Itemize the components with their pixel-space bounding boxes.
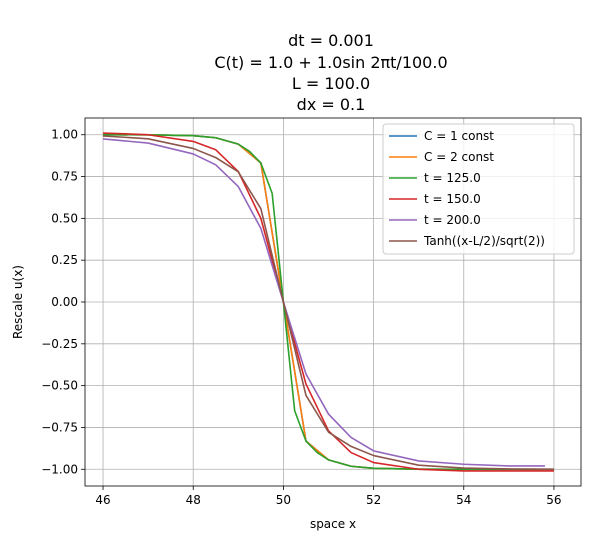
legend-entry-5: Tanh((x-L/2)/sqrt(2)) [423, 234, 545, 248]
x-axis-ticks: 46 48 50 52 54 56 [95, 486, 561, 507]
y-tick-label: −0.25 [41, 337, 78, 351]
legend-entry-2: t = 125.0 [424, 171, 481, 185]
chart-title: dt = 0.001 C(t) = 1.0 + 1.0sin 2πt/100.0… [214, 31, 447, 114]
x-tick-label: 50 [276, 493, 291, 507]
x-axis-label: space x [310, 517, 356, 531]
legend-entry-1: C = 2 const [424, 150, 494, 164]
title-line-c: C(t) = 1.0 + 1.0sin 2πt/100.0 [214, 53, 447, 72]
legend-entry-0: C = 1 const [424, 129, 494, 143]
y-tick-label: −0.75 [41, 420, 78, 434]
title-line-dt: dt = 0.001 [288, 31, 374, 50]
y-axis-label: Rescale u(x) [11, 265, 25, 339]
x-tick-label: 52 [366, 493, 381, 507]
title-line-l: L = 100.0 [292, 74, 370, 93]
y-tick-label: −0.50 [41, 379, 78, 393]
x-tick-label: 48 [186, 493, 201, 507]
y-tick-label: 1.00 [51, 128, 78, 142]
legend: C = 1 const C = 2 const t = 125.0 t = 150.0… [383, 124, 574, 254]
y-tick-label: 0.75 [51, 170, 78, 184]
legend-entry-4: t = 200.0 [424, 213, 481, 227]
x-tick-label: 56 [546, 493, 561, 507]
y-tick-label: 0.50 [51, 211, 78, 225]
x-tick-label: 54 [456, 493, 471, 507]
legend-entry-3: t = 150.0 [424, 192, 481, 206]
y-tick-label: 0.25 [51, 253, 78, 267]
y-axis-ticks: 1.00 0.75 0.50 0.25 0.00 −0.25 −0.50 −0.75 −1.00 [41, 128, 85, 477]
y-tick-label: 0.00 [51, 295, 78, 309]
x-tick-label: 46 [95, 493, 110, 507]
title-line-dx: dx = 0.1 [297, 95, 366, 114]
y-tick-label: −1.00 [41, 462, 78, 476]
